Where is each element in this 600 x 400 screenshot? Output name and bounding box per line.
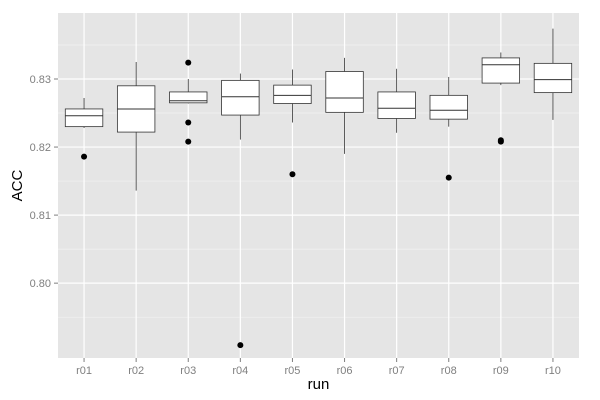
- box-r01: [64, 98, 104, 160]
- x-tick-label: r06: [337, 365, 353, 377]
- box-body: [429, 94, 468, 120]
- x-tick-label: r03: [180, 365, 196, 377]
- x-tick-label: r10: [545, 365, 561, 377]
- outlier-point: [497, 137, 504, 144]
- outlier-point: [185, 138, 192, 145]
- box-body: [377, 91, 416, 119]
- y-axis-ticks: 0.80 0.81 0.82 0.83: [30, 74, 58, 290]
- x-tick-label: r05: [284, 365, 300, 377]
- box-body: [221, 79, 260, 116]
- x-tick-label: r07: [389, 365, 405, 377]
- box-r03: [169, 59, 208, 145]
- y-axis-title: ACC: [9, 169, 26, 201]
- box-body: [325, 71, 364, 113]
- x-tick-label: r02: [128, 365, 144, 377]
- x-tick-label: r01: [76, 365, 92, 377]
- outlier-point: [185, 119, 192, 126]
- box-r05: [273, 69, 312, 178]
- outlier-point: [237, 342, 244, 349]
- box-body: [64, 108, 104, 128]
- y-tick-label: 0.82: [30, 142, 51, 154]
- y-tick-label: 0.81: [30, 210, 51, 222]
- box-r07: [377, 68, 416, 133]
- x-tick-label: r04: [232, 365, 248, 377]
- y-tick-label: 0.80: [30, 278, 51, 290]
- box-r09: [481, 52, 521, 145]
- outlier-point: [185, 59, 192, 66]
- box-r10: [533, 28, 573, 120]
- box-r02: [116, 61, 156, 191]
- box-body: [273, 84, 312, 104]
- box-series: [64, 28, 573, 349]
- x-axis-title: run: [308, 376, 330, 393]
- box-r06: [325, 57, 364, 154]
- y-tick-label: 0.83: [30, 74, 51, 86]
- x-axis-ticks: r01 r02 r03 r04 r05 r06 r07 r08 r09 r10: [76, 358, 561, 377]
- box-r04: [221, 73, 260, 349]
- x-tick-label: r09: [493, 365, 509, 377]
- outlier-point: [445, 174, 452, 181]
- outlier-point: [289, 171, 296, 178]
- box-body: [481, 57, 521, 84]
- box-body: [533, 62, 573, 94]
- box-body: [169, 91, 208, 104]
- box-r08: [429, 76, 468, 181]
- x-tick-label: r08: [441, 365, 457, 377]
- outlier-point: [81, 153, 88, 160]
